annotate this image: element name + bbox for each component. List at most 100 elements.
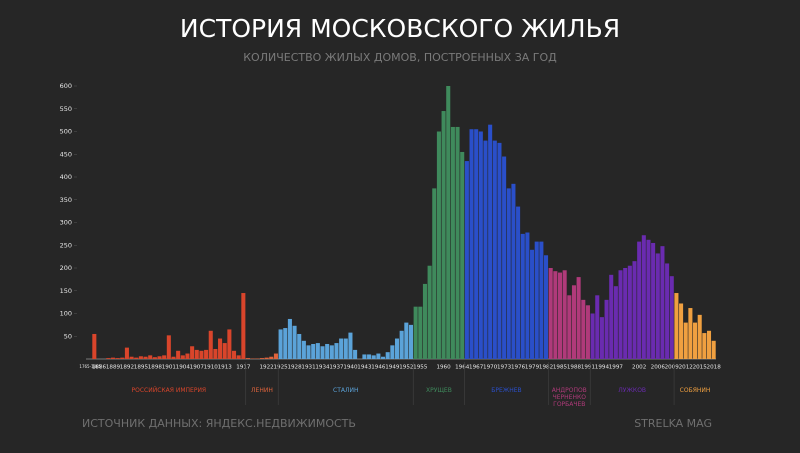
bar bbox=[353, 349, 358, 359]
x-tick-label: 1994 bbox=[595, 365, 610, 371]
bar bbox=[385, 352, 390, 359]
bar bbox=[334, 343, 339, 359]
x-tick-label: 1973 bbox=[497, 365, 512, 371]
bar bbox=[455, 126, 460, 359]
bar bbox=[693, 322, 698, 359]
bar bbox=[371, 355, 376, 359]
x-tick-label: 1985 bbox=[553, 365, 568, 371]
y-tick-label: 250 bbox=[60, 241, 72, 249]
bar bbox=[301, 340, 306, 359]
bar bbox=[595, 295, 600, 359]
bar bbox=[446, 86, 451, 359]
bar bbox=[679, 303, 684, 359]
bar bbox=[688, 308, 693, 359]
x-tick-label: 2009 bbox=[665, 365, 680, 371]
bar bbox=[124, 347, 129, 359]
bar bbox=[134, 357, 139, 359]
x-tick-label: 1765-1885 bbox=[79, 364, 101, 369]
bar bbox=[674, 293, 679, 359]
bar bbox=[618, 270, 623, 359]
x-tick-label: 1988 bbox=[567, 365, 582, 371]
bar bbox=[185, 353, 190, 359]
bar bbox=[166, 335, 171, 359]
bar bbox=[413, 306, 418, 359]
bar bbox=[702, 333, 707, 359]
bar bbox=[222, 343, 227, 359]
bar bbox=[110, 357, 115, 359]
x-tick-label: 2006 bbox=[651, 365, 666, 371]
y-tick-label: 400 bbox=[60, 173, 72, 181]
x-tick-label: 1946 bbox=[371, 365, 386, 371]
bar bbox=[711, 340, 716, 359]
bar bbox=[241, 293, 246, 359]
x-tick-label: 1892 bbox=[120, 365, 134, 371]
bar bbox=[115, 358, 120, 359]
x-tick-label: 1952 bbox=[399, 365, 413, 371]
bar bbox=[381, 356, 386, 359]
era-label: АНДРОПОВ ЧЕРНЕНКО ГОРБАЧЕВ bbox=[551, 387, 587, 408]
x-tick-label: 1955 bbox=[413, 365, 428, 371]
x-tick-label: 1904 bbox=[176, 365, 191, 371]
bar bbox=[199, 350, 204, 359]
x-tick-label: 1976 bbox=[511, 365, 526, 371]
bar bbox=[208, 330, 213, 359]
bar bbox=[292, 325, 297, 359]
bar bbox=[120, 357, 125, 359]
bar bbox=[408, 324, 414, 359]
bar bbox=[311, 343, 316, 359]
era-label: ЛУЖКОВ bbox=[618, 387, 647, 394]
bar bbox=[176, 350, 181, 359]
y-tick-label: 550 bbox=[60, 105, 72, 113]
era-label: СОБЯНИН bbox=[679, 387, 711, 394]
bar bbox=[460, 151, 465, 359]
era-label: РОССИЙСКАЯ ИМПЕРИЯ bbox=[131, 387, 207, 394]
x-tick-label: 1898 bbox=[148, 365, 163, 371]
bar bbox=[646, 239, 651, 359]
bar bbox=[520, 233, 525, 359]
bar bbox=[641, 235, 646, 359]
bar bbox=[106, 358, 111, 359]
x-tick-label: 2002 bbox=[632, 365, 646, 371]
bar bbox=[492, 140, 497, 359]
y-tick-label: 300 bbox=[60, 219, 72, 227]
x-tick-label: 1889 bbox=[106, 365, 121, 371]
bar bbox=[548, 268, 553, 359]
bar bbox=[283, 328, 288, 359]
bar bbox=[399, 330, 404, 359]
x-tick-label: 1913 bbox=[218, 365, 233, 371]
bar bbox=[511, 183, 516, 359]
x-tick-label: 1928 bbox=[287, 365, 302, 371]
bar bbox=[376, 353, 381, 359]
y-tick-label: 200 bbox=[60, 264, 72, 272]
bar bbox=[571, 285, 576, 359]
x-tick-label: 1886 bbox=[92, 365, 107, 371]
bar bbox=[474, 129, 479, 359]
bar bbox=[567, 295, 572, 359]
y-tick-label: 150 bbox=[60, 287, 72, 295]
bar bbox=[362, 354, 367, 359]
bar bbox=[655, 253, 660, 359]
bar bbox=[488, 124, 493, 359]
bar bbox=[632, 261, 637, 359]
bar bbox=[627, 265, 632, 359]
bar bbox=[609, 274, 614, 359]
bar bbox=[264, 357, 269, 359]
bar bbox=[637, 241, 642, 359]
bar bbox=[297, 333, 302, 359]
source: ИСТОЧНИК ДАННЫХ: ЯНДЕКС.НЕДВИЖИМОСТЬ bbox=[82, 417, 356, 430]
bar bbox=[502, 156, 507, 359]
bar bbox=[683, 322, 688, 359]
x-tick-label: 1982 bbox=[539, 365, 553, 371]
bar bbox=[506, 188, 511, 359]
bar bbox=[516, 206, 521, 359]
bar bbox=[339, 338, 344, 359]
bar bbox=[553, 271, 558, 359]
bar bbox=[259, 358, 264, 359]
bar bbox=[464, 161, 469, 359]
x-tick-label: 1991 bbox=[581, 365, 596, 371]
x-tick-label: 1922 bbox=[260, 365, 274, 371]
x-tick-label: 1979 bbox=[525, 365, 540, 371]
bar bbox=[557, 272, 563, 359]
chart-subtitle: КОЛИЧЕСТВО ЖИЛЫХ ДОМОВ, ПОСТРОЕННЫХ ЗА Г… bbox=[243, 51, 557, 64]
y-tick-label: 100 bbox=[60, 310, 72, 318]
